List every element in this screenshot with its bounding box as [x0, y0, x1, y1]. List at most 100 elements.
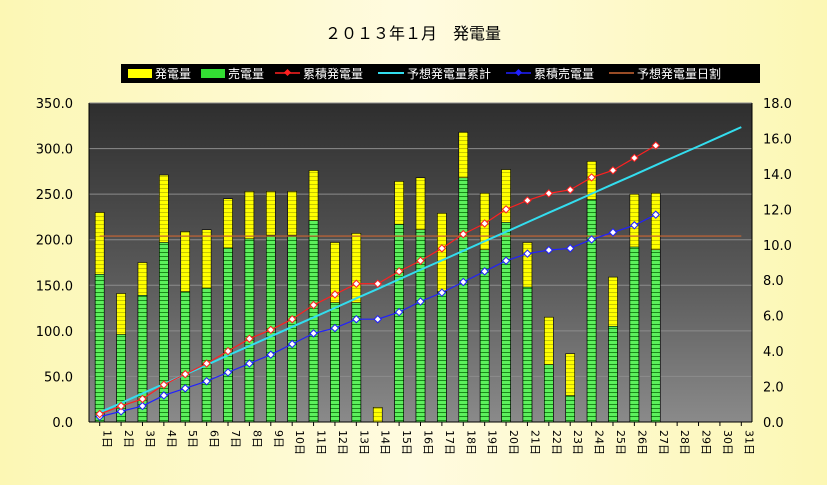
y-tick-label-left: 0.0	[52, 416, 73, 431]
cumulative-sold-point	[116, 407, 126, 416]
x-tick-label: 27日	[657, 430, 670, 455]
cumulative-sold-point	[565, 244, 575, 253]
cumulative-generation-point	[480, 219, 489, 228]
y-tick-label-left: 350.0	[36, 97, 73, 112]
cumulative-generation-point	[544, 189, 554, 198]
bar-sold	[437, 291, 447, 423]
y-tick-label-left: 300.0	[36, 143, 73, 158]
y-axis-left: 0.0 50.0 100.0 150.0 200.0 250.0 300.0 350.0	[36, 97, 90, 431]
lines	[95, 126, 742, 421]
y-tick-label-left: 250.0	[36, 188, 73, 203]
y-tick-label-right: 12.0	[763, 203, 792, 218]
cumulative-generation-point	[651, 141, 661, 150]
y-tick-label-right: 14.0	[763, 168, 792, 183]
cumulative-sold-point	[437, 288, 447, 297]
cumulative-sold-point	[587, 235, 596, 244]
x-axis: 1日 2日 3日 4日 5日 6日 7日 8日 9日 10日 11日 12日 13日 14日 15日 16日 1…	[89, 421, 755, 455]
x-tick-label: 6日	[208, 430, 221, 448]
x-tick-label: 10日	[293, 430, 306, 455]
cumulative-sold-point	[287, 339, 297, 349]
x-tick-label: 9日	[272, 430, 285, 448]
cumulative-sold-point	[544, 245, 554, 255]
x-tick-label: 1日	[101, 430, 114, 448]
cumulative-generation-point	[523, 196, 532, 205]
cumulative-generation-point	[608, 166, 618, 175]
cumulative-sold-point	[266, 350, 276, 359]
cumulative-generation-point	[202, 359, 211, 368]
bar-sold	[565, 395, 576, 423]
x-tick-label: 2日	[122, 430, 135, 448]
legend-background	[121, 64, 760, 83]
bar-sold	[394, 223, 404, 423]
cumulative-sold-point	[330, 323, 340, 333]
bar-sold	[244, 238, 255, 423]
cumulative-generation-point	[352, 279, 361, 289]
x-tick-label: 3日	[143, 430, 156, 448]
cumulative-sold-point	[373, 314, 382, 324]
y-tick-label-right: 2.0	[763, 381, 784, 396]
x-tick-label: 17日	[443, 430, 456, 455]
bar-sold	[522, 286, 533, 423]
cumulative-sold-point	[352, 314, 361, 324]
y-tick-label-left: 100.0	[36, 325, 73, 340]
bar-sold	[544, 364, 554, 423]
cumulative-generation-point	[501, 205, 511, 214]
cumulative-generation-point	[330, 290, 340, 299]
x-tick-label: 11日	[315, 430, 328, 455]
x-tick-label: 31日	[742, 430, 755, 455]
cumulative-sold-point	[501, 256, 511, 265]
cumulative-sold-point	[523, 249, 532, 258]
cumulative-sold-point	[394, 307, 404, 317]
bar-sold	[586, 199, 597, 423]
x-tick-label: 24日	[593, 430, 606, 455]
bar-sold	[201, 287, 212, 423]
legend-label-sold: 売電量	[228, 66, 264, 81]
cumulative-sold-point	[651, 210, 661, 219]
y-tick-label-left: 150.0	[36, 279, 73, 294]
y-tick-label-right: 18.0	[763, 97, 792, 112]
legend-swatch-generation	[128, 69, 152, 78]
cumulative-generation-point	[116, 401, 126, 411]
cumulative-sold-point	[159, 391, 169, 400]
x-tick-label: 8日	[250, 430, 263, 448]
bar-sold	[180, 291, 191, 423]
legend-marker-cumulative-sold	[514, 68, 523, 77]
cumulative-generation-point	[95, 409, 104, 419]
legend-marker-cumulative-generation	[283, 68, 292, 77]
cumulative-sold-point	[416, 297, 425, 306]
bar-sold	[629, 246, 640, 423]
cumulative-sold-point	[138, 401, 147, 411]
x-tick-label: 12日	[336, 430, 349, 455]
legend-label-forecast-daily: 予想発電量日割	[637, 66, 721, 81]
x-tick-label: 22日	[550, 430, 563, 455]
x-tick-label: 30日	[721, 430, 734, 455]
bar-sold	[650, 249, 661, 423]
cumulative-sold-point	[630, 221, 639, 230]
cumulative-generation-point	[287, 314, 297, 324]
bar-generation	[372, 407, 383, 423]
x-tick-label: 20日	[507, 430, 520, 455]
x-tick-label: 15日	[400, 430, 413, 455]
cumulative-generation-point	[223, 346, 233, 356]
legend-label-forecast-cumulative: 予想発電量累計	[407, 66, 491, 81]
legend-swatch-sold	[201, 69, 225, 78]
x-tick-label: 13日	[357, 430, 370, 455]
legend-label-cumulative-sold: 累積売電量	[534, 66, 594, 81]
cumulative-sold-point	[202, 376, 211, 386]
cumulative-generation-point	[630, 153, 639, 163]
cumulative-generation-point	[416, 256, 425, 265]
y-tick-label-right: 10.0	[763, 239, 792, 254]
x-tick-label: 19日	[486, 430, 499, 455]
y-tick-label-left: 200.0	[36, 234, 73, 249]
bar-sold	[330, 302, 340, 423]
chart-title: ２０１３年１月 発電量	[325, 24, 501, 43]
cumulative-generation-point	[394, 267, 404, 276]
cumulative-generation-point	[309, 300, 318, 310]
legend: 発電量 売電量 累積発電量 予想発電量累計 累積売電量 予想発電量日割	[121, 64, 760, 83]
x-tick-label: 5日	[186, 430, 199, 448]
cumulative-generation-point	[138, 394, 147, 404]
x-tick-label: 4日	[165, 430, 178, 448]
cumulative-generation-point	[587, 173, 596, 182]
x-tick-label: 28日	[678, 430, 691, 455]
